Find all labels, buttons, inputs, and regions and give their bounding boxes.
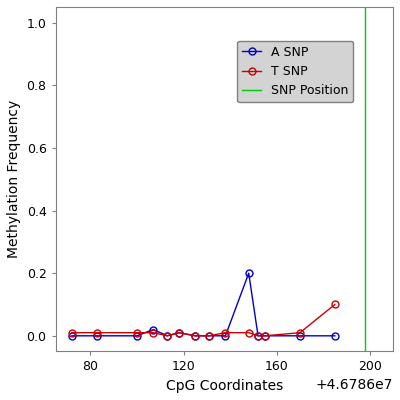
A SNP xyxy=(223,334,228,338)
X-axis label: CpG Coordinates: CpG Coordinates xyxy=(166,379,283,393)
A SNP xyxy=(193,334,198,338)
Legend: A SNP, T SNP, SNP Position: A SNP, T SNP, SNP Position xyxy=(237,41,354,102)
T SNP xyxy=(298,330,302,335)
A SNP xyxy=(263,334,268,338)
A SNP xyxy=(332,334,337,338)
T SNP xyxy=(95,330,100,335)
T SNP xyxy=(134,330,140,335)
A SNP xyxy=(95,334,100,338)
T SNP xyxy=(193,334,198,338)
A SNP xyxy=(165,334,170,338)
A SNP xyxy=(151,327,156,332)
A SNP xyxy=(134,334,140,338)
T SNP xyxy=(256,334,260,338)
A SNP xyxy=(207,334,212,338)
T SNP xyxy=(165,334,170,338)
T SNP xyxy=(151,330,156,335)
Line: A SNP: A SNP xyxy=(68,270,338,339)
T SNP xyxy=(263,334,268,338)
T SNP xyxy=(70,330,74,335)
T SNP xyxy=(246,330,251,335)
T SNP xyxy=(223,330,228,335)
A SNP xyxy=(246,271,251,276)
A SNP xyxy=(70,334,74,338)
Y-axis label: Methylation Frequency: Methylation Frequency xyxy=(7,100,21,258)
T SNP xyxy=(332,302,337,307)
T SNP xyxy=(176,330,181,335)
A SNP xyxy=(298,334,302,338)
A SNP xyxy=(176,330,181,335)
A SNP xyxy=(256,334,260,338)
T SNP xyxy=(207,334,212,338)
Line: T SNP: T SNP xyxy=(68,301,338,339)
